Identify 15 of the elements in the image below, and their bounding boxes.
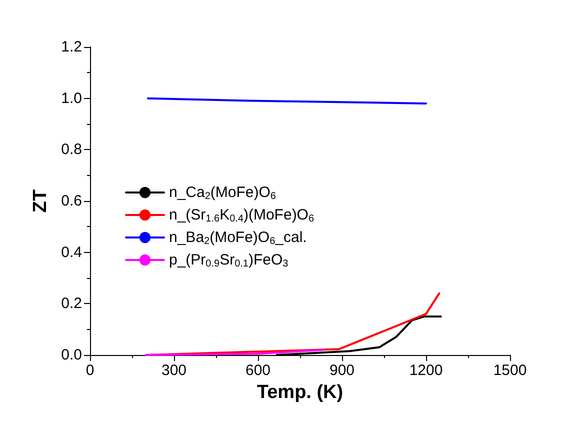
y-tick-label: 0.0 [61,346,82,364]
x-tick-label: 1200 [409,362,443,379]
y-axis-title: ZT [30,189,51,213]
x-axis-title: Temp. (K) [256,382,344,403]
y-tick-label: 1.2 [61,38,82,56]
y-tick-label: 1.0 [61,90,82,107]
x-tick-label: 300 [161,362,187,379]
x-tick-label: 1500 [493,362,527,379]
y-tick-label: 0.2 [61,295,82,312]
x-tick-label: 900 [329,362,355,379]
y-tick-label: 0.6 [61,192,82,210]
y-tick-label: 0.8 [61,141,82,158]
y-tick-label: 0.4 [61,244,82,261]
x-tick-label: 600 [245,362,271,379]
x-tick-label: 0 [86,362,94,379]
